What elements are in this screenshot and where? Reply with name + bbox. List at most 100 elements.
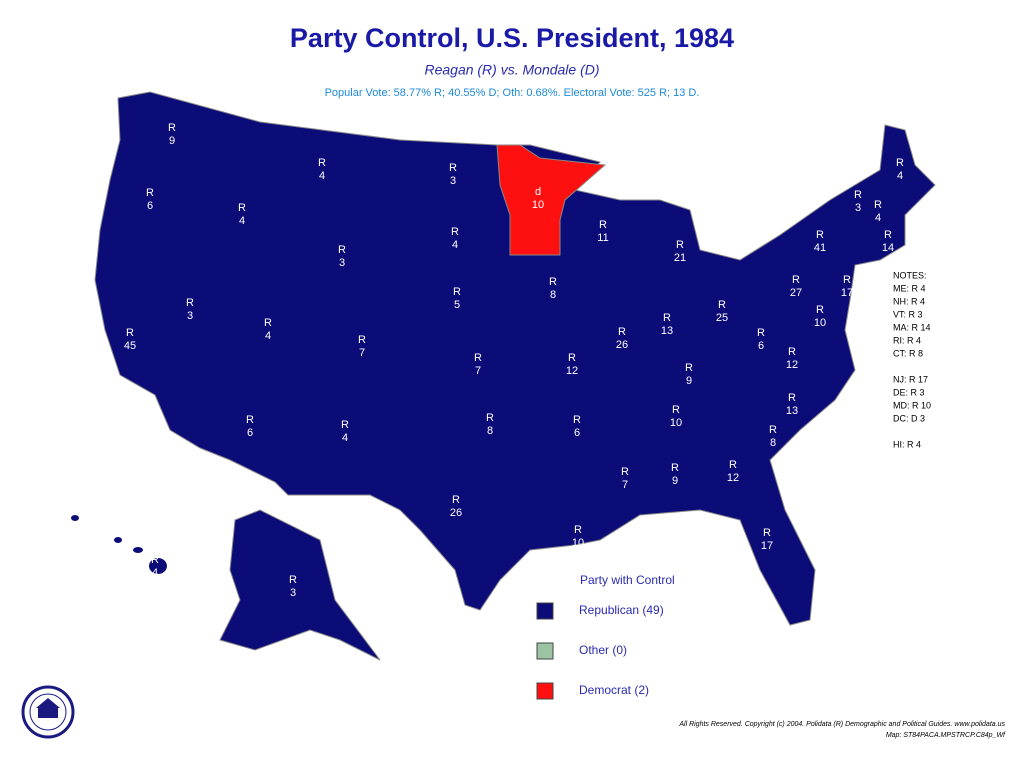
state-votes: 5 [454,299,460,311]
state-party: R [289,574,297,586]
legend-swatch [536,682,554,700]
footer: Map: ST84PACA.MPSTRCP.C84p_Wf [886,732,1006,739]
state-party: R [843,274,851,286]
state-party: R [126,327,134,339]
state-party: R [451,226,459,238]
state-votes: 12 [566,365,578,377]
state-party: R [621,466,629,478]
state-party: R [896,157,904,169]
state-party: R [884,229,892,241]
legend-label: Democrat (2) [579,683,649,697]
note: NJ: R 17 [893,374,928,384]
state-votes: 3 [855,202,861,214]
state-party: R [769,424,777,436]
state-votes: 17 [761,540,773,552]
state-votes: 4 [342,432,348,444]
state-votes: 10 [572,537,584,549]
state-party: R [676,239,684,251]
state-votes: 11 [597,232,608,244]
note: NH: R 4 [893,296,925,306]
state-votes: 4 [319,170,325,182]
state-votes: 10 [670,417,682,429]
legend-label: Republican (49) [579,603,664,617]
state-party: R [168,122,176,134]
state-votes: 13 [786,405,798,417]
state-votes: 12 [786,359,798,371]
note: DC: D 3 [893,413,925,423]
state-votes: 25 [716,312,728,324]
hawaii [71,515,167,574]
state-votes: 4 [875,212,881,224]
note: DE: R 3 [893,387,925,397]
state-votes: 9 [169,135,175,147]
state-votes: 3 [450,175,456,187]
state-party: R [474,352,482,364]
state-votes: 17 [841,287,853,299]
notes-title: NOTES: [893,270,927,280]
state-party: R [341,419,349,431]
state-party: R [816,304,824,316]
minnesota [496,144,607,256]
note: VT: R 3 [893,309,923,319]
state-party: R [788,346,796,358]
note: CT: R 8 [893,348,923,358]
state-votes: 7 [359,347,365,359]
state-votes: 12 [727,472,739,484]
note: MA: R 14 [893,322,931,332]
state-votes: 4 [452,239,458,251]
state-party: R [729,459,737,471]
state-votes: 6 [574,427,580,439]
title: Party Control, U.S. President, 1984 [290,23,734,53]
state-party: R [318,157,326,169]
state-party: R [816,229,824,241]
state-votes: 3 [187,310,193,322]
state-votes: 10 [814,317,826,329]
state-party: R [358,334,366,346]
results: Popular Vote: 58.77% R; 40.55% D; Oth: 0… [325,87,700,99]
legend-swatch [536,642,554,660]
state-votes: 4 [239,215,245,227]
state-party: R [685,362,693,374]
state-votes: 13 [661,325,673,337]
state-party: R [246,414,254,426]
state-party: R [238,202,246,214]
state-party: R [718,299,726,311]
subtitle: Reagan (R) vs. Mondale (D) [424,62,599,78]
state-party: R [874,199,882,211]
state-votes: 4 [265,330,271,342]
state-votes: 26 [616,339,628,351]
state-votes: 45 [124,340,136,352]
state-party: R [763,527,771,539]
state-votes: 9 [686,375,692,387]
state-party: R [449,162,457,174]
state-votes: 41 [814,242,826,254]
state-votes: 7 [622,479,628,491]
legend-label: Other (0) [579,643,627,657]
logo [21,685,75,739]
legend-swatch [536,602,554,620]
note: MD: R 10 [893,400,931,410]
footer: All Rights Reserved. Copyright (c) 2004.… [678,721,1005,728]
state-party: R [264,317,272,329]
state-party: R [757,327,765,339]
note: HI: R 4 [893,439,921,449]
state-votes: 8 [770,437,776,449]
state-votes: 26 [450,507,462,519]
state-party: R [671,462,679,474]
state-party: R [146,187,154,199]
state-party: R [672,404,680,416]
state-party: R [618,326,626,338]
state-party: R [599,219,607,231]
contiguous-us [94,91,936,626]
state-votes: 10 [532,199,544,211]
state-votes: 4 [152,567,158,579]
state-votes: 7 [475,365,481,377]
state-votes: 3 [290,587,296,599]
state-party: R [186,297,194,309]
state-party: R [452,494,460,506]
state-party: R [486,412,494,424]
state-votes: 3 [339,257,345,269]
state-party: d [535,186,541,198]
